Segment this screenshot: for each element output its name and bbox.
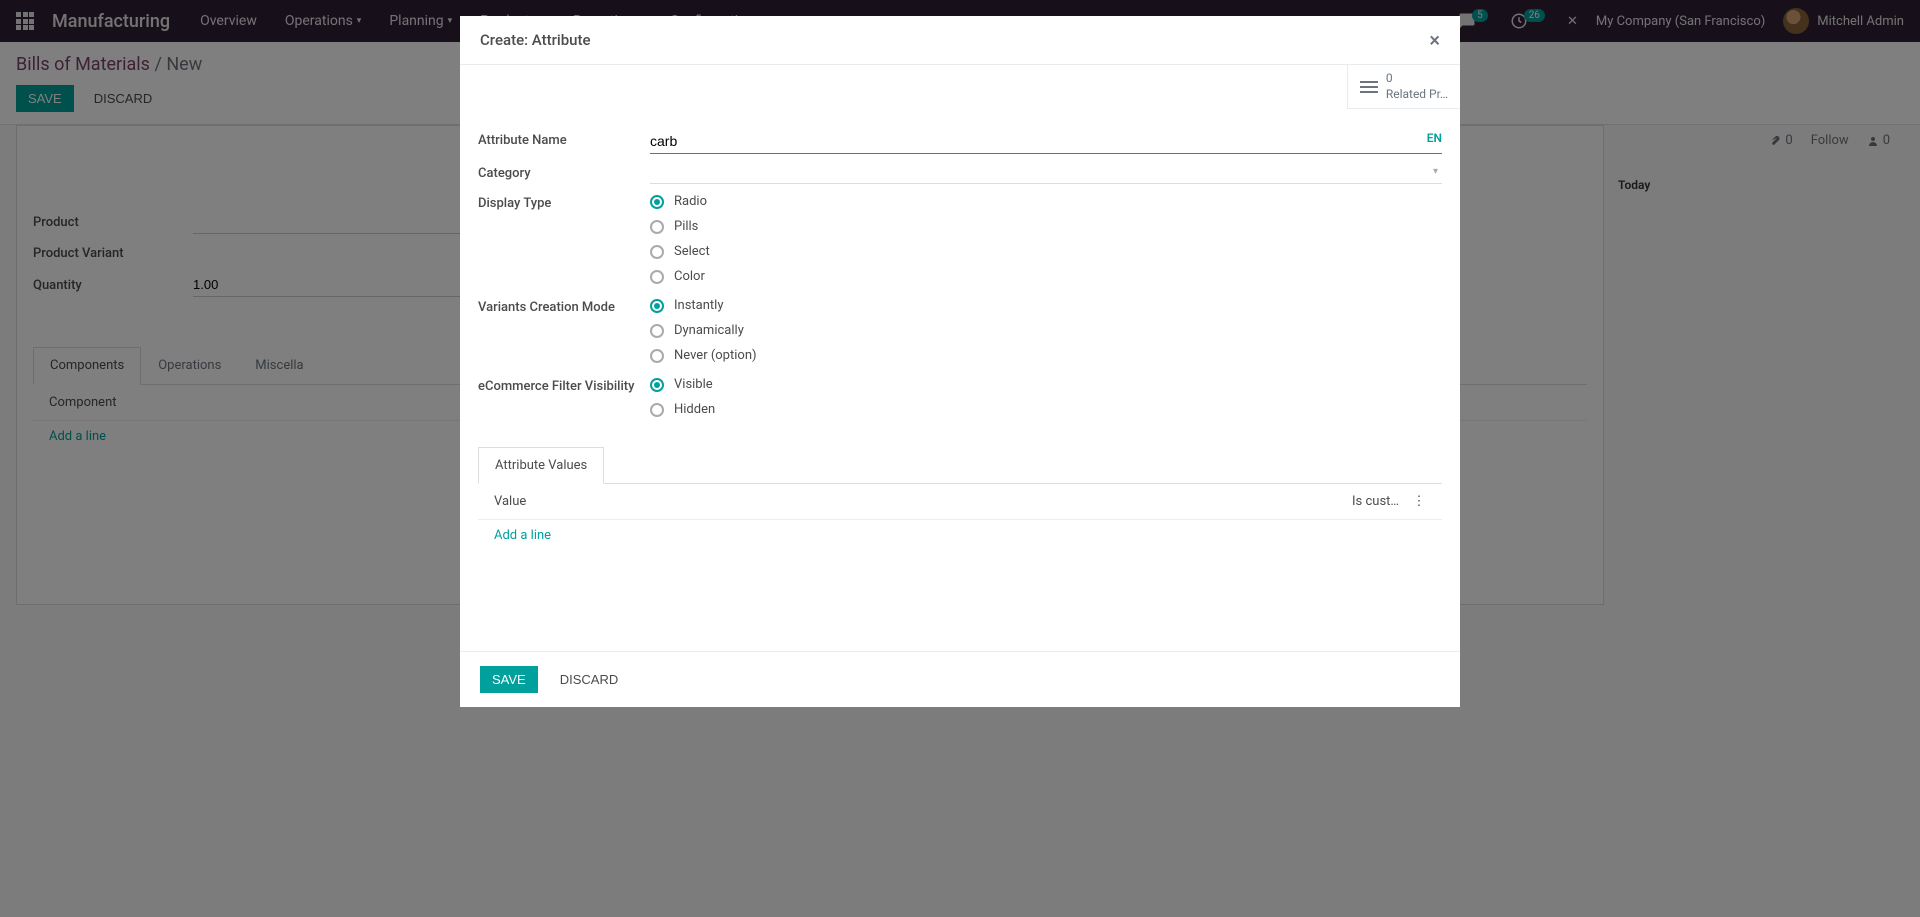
category-select[interactable] <box>650 162 1442 184</box>
display-type-radios: Radio Pills Select Color <box>650 192 1442 284</box>
modal-overlay: Create: Attribute × 0 Related Pr… Attrib… <box>0 0 1920 917</box>
lang-toggle[interactable]: EN <box>1427 131 1442 145</box>
attr-name-label: Attribute Name <box>478 129 650 148</box>
radio-visible[interactable]: Visible <box>650 377 1442 392</box>
modal-save-button[interactable]: SAVE <box>480 666 538 693</box>
radio-radio[interactable]: Radio <box>650 194 1442 209</box>
radio-dynamically[interactable]: Dynamically <box>650 323 1442 338</box>
related-products-stat[interactable]: 0 Related Pr… <box>1347 65 1460 109</box>
ecom-filter-label: eCommerce Filter Visibility <box>478 375 650 394</box>
stat-count: 0 <box>1386 71 1448 87</box>
radio-color[interactable]: Color <box>650 269 1442 284</box>
values-add-line[interactable]: Add a line <box>478 520 1442 551</box>
create-attribute-modal: Create: Attribute × 0 Related Pr… Attrib… <box>460 16 1460 707</box>
radio-hidden[interactable]: Hidden <box>650 402 1442 417</box>
radio-never[interactable]: Never (option) <box>650 348 1442 363</box>
stat-label: Related Pr… <box>1386 87 1448 103</box>
radio-instantly[interactable]: Instantly <box>650 298 1442 313</box>
modal-title: Create: Attribute <box>480 31 591 49</box>
tab-attribute-values[interactable]: Attribute Values <box>478 447 604 484</box>
col-custom: Is cust… <box>1352 494 1412 509</box>
radio-select[interactable]: Select <box>650 244 1442 259</box>
modal-discard-button[interactable]: DISCARD <box>548 666 631 693</box>
list-icon <box>1360 81 1378 93</box>
close-icon[interactable]: × <box>1429 30 1440 50</box>
variants-mode-label: Variants Creation Mode <box>478 296 650 315</box>
display-type-label: Display Type <box>478 192 650 211</box>
radio-pills[interactable]: Pills <box>650 219 1442 234</box>
category-label: Category <box>478 162 650 181</box>
kebab-icon[interactable]: ⋮ <box>1412 494 1426 509</box>
col-value: Value <box>494 494 1352 509</box>
attr-name-input[interactable] <box>650 129 1442 154</box>
